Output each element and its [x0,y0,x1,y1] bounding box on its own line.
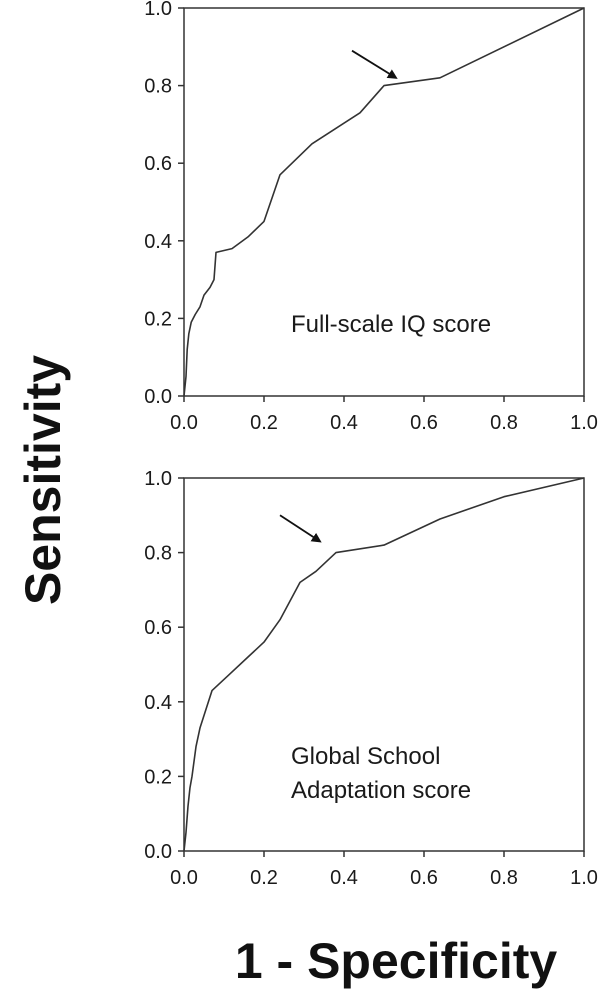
y-tick-label: 0.8 [144,76,172,98]
x-tick-label: 0.4 [330,412,358,434]
plot-frame [183,477,585,852]
roc-curve [183,477,585,852]
x-tick-label: 0.0 [170,412,198,434]
x-tick-label: 0.0 [170,867,198,889]
y-tick-label: 1.0 [144,468,172,490]
plot-annotation: Adaptation score [291,777,471,804]
x-tick-label: 1.0 [570,412,598,434]
x-tick-label: 1.0 [570,867,598,889]
x-tick-label: 0.8 [490,867,518,889]
x-tick-label: 0.6 [410,412,438,434]
y-tick-label: 0.8 [144,543,172,565]
x-tick-label: 0.2 [250,867,278,889]
y-tick-label: 1.0 [144,0,172,20]
y-axis-title: Sensitivity [15,355,71,605]
cutoff-arrow [351,49,398,79]
roc-plot-school: 0.0 0.2 0.4 0.6 0.8 1.0 0.0 0.2 0.4 0.6 0.8 1.0 Glob… [144,468,598,889]
plot-frame [183,7,585,397]
y-tick-label: 0.4 [144,692,172,714]
roc-plot-iq: 0.0 0.2 0.4 0.6 0.8 1.0 0.0 0.2 0.4 0.6 0.8 1.0 Full… [144,0,598,434]
y-tick-label: 0.4 [144,231,172,253]
y-tick-label: 0.0 [144,386,172,408]
y-tick-label: 0.6 [144,617,172,639]
x-tick-label: 0.8 [490,412,518,434]
roc-curve [183,7,585,397]
y-tick-label: 0.2 [144,766,172,788]
cutoff-arrow [279,514,322,543]
plot-annotation: Full-scale IQ score [291,311,491,338]
x-tick-label: 0.2 [250,412,278,434]
x-tick-label: 0.6 [410,867,438,889]
plot-annotation: Global School [291,743,440,770]
y-tick-label: 0.2 [144,308,172,330]
x-axis-title: 1 - Specificity [235,933,558,989]
x-tick-label: 0.4 [330,867,358,889]
y-tick-label: 0.6 [144,153,172,175]
y-tick-label: 0.0 [144,841,172,863]
